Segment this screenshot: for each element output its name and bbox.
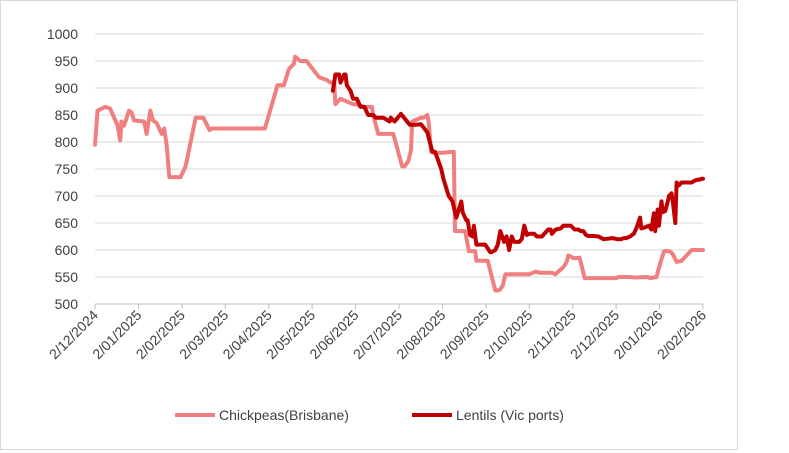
series-line-lentils — [330, 72, 705, 255]
legend-label: Chickpeas(Brisbane) — [219, 407, 349, 423]
y-tick-label: 700 — [55, 188, 79, 204]
y-axis-ticks: 500 550 600 650 700 750 800 850 900 950 1000 — [47, 26, 78, 312]
y-tick-label: 800 — [55, 134, 79, 150]
chart-border — [0, 0, 738, 450]
series-lines — [93, 54, 705, 293]
y-tick-label: 950 — [55, 53, 79, 69]
y-tick-label: 850 — [55, 107, 79, 123]
y-tick-label: 600 — [55, 242, 79, 258]
gridlines — [95, 33, 703, 305]
y-tick-label: 900 — [55, 80, 79, 96]
y-tick-label: 650 — [55, 215, 79, 231]
y-tick-label: 1000 — [47, 26, 78, 42]
legend-label: Lentils (Vic ports) — [456, 407, 564, 423]
y-tick-label: 750 — [55, 161, 79, 177]
legend: Chickpeas(Brisbane) Lentils (Vic ports) — [175, 407, 564, 423]
y-tick-label: 550 — [55, 269, 79, 285]
series-line-chickpeas — [93, 54, 705, 293]
y-tick-label: 500 — [55, 296, 79, 312]
